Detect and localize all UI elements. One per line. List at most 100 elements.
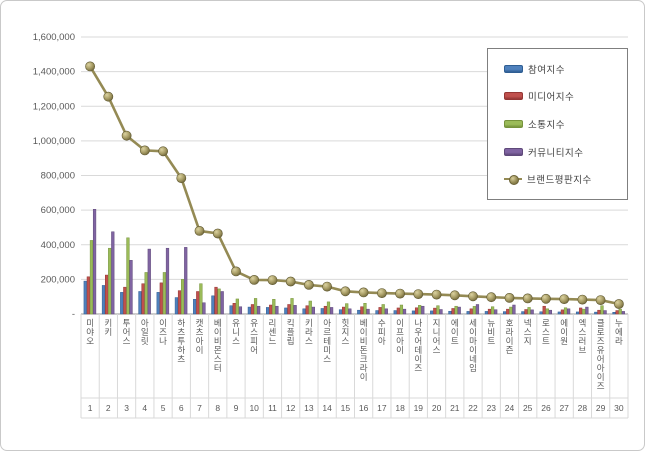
line-marker-icon xyxy=(449,290,460,301)
media-swatch-icon xyxy=(504,92,523,101)
bar xyxy=(257,305,261,315)
bar xyxy=(342,306,346,315)
brand-index-line xyxy=(85,61,624,309)
bar xyxy=(454,305,458,315)
bar xyxy=(466,311,470,315)
svg-text:1,600,000: 1,600,000 xyxy=(33,32,75,43)
line-marker-icon xyxy=(577,294,588,305)
bar xyxy=(162,272,167,315)
bar xyxy=(509,306,513,315)
bar xyxy=(448,310,452,315)
bar xyxy=(126,237,130,315)
x-axis-rank-labels: 1 2 3 4 5 6 7 8 9 10 11 12 13 14 15 16 17 18 19 20 21 22 23 24 2… xyxy=(88,403,624,413)
bar xyxy=(579,307,583,315)
bar xyxy=(220,291,224,315)
bar xyxy=(211,295,215,315)
rank-label: 16 xyxy=(359,403,369,413)
bar xyxy=(290,298,294,315)
rank-label: 5 xyxy=(161,403,166,413)
bar xyxy=(269,304,273,315)
bar xyxy=(451,308,455,315)
rank-label: 4 xyxy=(142,403,147,413)
bar xyxy=(542,305,546,315)
bar xyxy=(305,305,309,315)
bar xyxy=(338,309,343,315)
bar xyxy=(530,309,534,315)
line-marker-icon xyxy=(322,281,332,292)
line-marker-icon xyxy=(85,61,95,72)
participation-swatch-icon xyxy=(504,64,523,73)
bar xyxy=(381,304,385,315)
bar xyxy=(308,300,312,315)
line-marker-icon xyxy=(486,292,497,303)
rank-label: 8 xyxy=(215,403,220,413)
bar xyxy=(159,282,163,315)
bar xyxy=(414,307,419,315)
bar xyxy=(138,291,142,315)
bar xyxy=(548,309,552,315)
line-marker-icon xyxy=(231,266,241,277)
rank-label: 22 xyxy=(468,403,478,413)
bar-series-참여지수 xyxy=(83,280,616,315)
bar xyxy=(567,308,571,315)
line-marker-icon xyxy=(285,276,296,287)
legend: 참여지수 미디어지수 소통지수 커뮤니티지수 브랜드평판지수 xyxy=(487,48,628,200)
rank-label: 30 xyxy=(614,403,624,413)
bar xyxy=(421,305,425,315)
bar-series-미디어지수 xyxy=(86,274,619,315)
bar xyxy=(287,304,291,315)
svg-text:1,000,000: 1,000,000 xyxy=(33,136,75,147)
bar xyxy=(430,310,434,315)
rank-label: 6 xyxy=(179,403,184,413)
bar xyxy=(357,309,361,315)
bar xyxy=(193,299,197,315)
bar xyxy=(284,307,288,315)
legend-item-brand-index: 브랜드평판지수 xyxy=(504,172,627,186)
legend-item-participation: 참여지수 xyxy=(504,62,627,76)
line-marker-icon xyxy=(595,295,606,305)
rank-label: 3 xyxy=(124,403,129,413)
bar xyxy=(111,231,115,315)
bar xyxy=(521,311,525,315)
bar xyxy=(89,240,94,315)
bar xyxy=(360,306,364,315)
bar xyxy=(217,288,221,315)
rank-label: 12 xyxy=(286,403,296,413)
bar xyxy=(348,308,352,315)
rank-label: 17 xyxy=(377,403,387,413)
bar xyxy=(399,304,404,315)
bar xyxy=(196,291,200,315)
line-marker-icon xyxy=(340,286,351,297)
rank-label: 21 xyxy=(450,403,460,413)
rank-label: 19 xyxy=(414,403,424,413)
legend-label: 참여지수 xyxy=(528,64,565,76)
bar xyxy=(366,308,370,315)
bar xyxy=(92,209,97,315)
bar xyxy=(105,274,109,315)
bar xyxy=(557,311,561,315)
bar xyxy=(323,305,327,315)
bar xyxy=(418,305,422,315)
bar xyxy=(108,247,112,315)
bar xyxy=(560,309,565,315)
legend-item-media: 미디어지수 xyxy=(504,89,627,103)
rank-label: 27 xyxy=(559,403,569,413)
bar xyxy=(253,298,258,315)
bar xyxy=(156,292,160,315)
bar xyxy=(594,311,598,315)
bar xyxy=(378,307,382,315)
bar xyxy=(86,276,90,315)
bar xyxy=(83,280,87,315)
gridlines xyxy=(81,36,628,280)
